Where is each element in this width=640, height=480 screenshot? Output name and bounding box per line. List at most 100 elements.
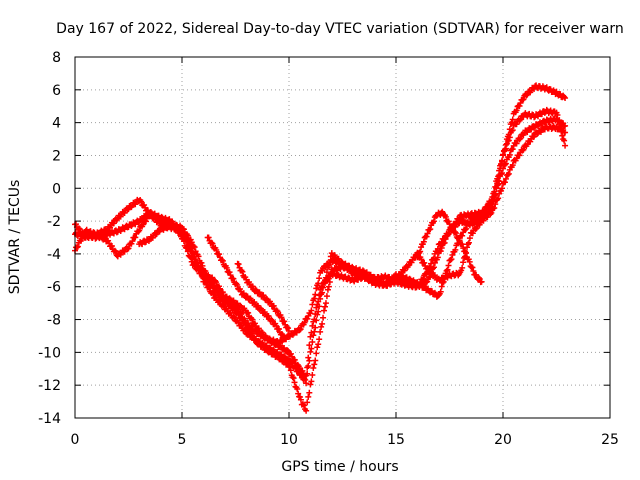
y-tick-label: -10 — [38, 345, 61, 361]
data-point — [219, 257, 226, 264]
y-tick-label: 6 — [52, 83, 61, 99]
data-point — [445, 230, 452, 237]
data-point — [465, 239, 472, 246]
x-tick-label: 10 — [280, 432, 298, 448]
data-point — [249, 316, 256, 323]
data-point — [437, 288, 444, 295]
data-point — [489, 193, 496, 200]
data-point — [289, 374, 296, 381]
data-point — [322, 300, 329, 307]
data-point — [516, 117, 523, 124]
data-point — [469, 264, 476, 271]
data-point — [288, 353, 295, 360]
data-point — [74, 243, 81, 250]
data-point — [303, 372, 310, 379]
data-point — [520, 96, 527, 103]
data-point — [406, 275, 413, 282]
data-point — [505, 131, 512, 138]
data-point — [111, 247, 118, 254]
data-point — [448, 256, 455, 263]
data-point — [314, 344, 321, 351]
data-point — [202, 274, 209, 281]
data-point — [110, 220, 117, 227]
data-point — [313, 285, 320, 292]
data-point — [516, 152, 523, 159]
data-point — [475, 274, 482, 281]
chart-title: Day 167 of 2022, Sidereal Day-to-day VTE… — [56, 21, 624, 37]
data-point — [508, 119, 515, 126]
data-point — [317, 328, 324, 335]
data-point — [321, 307, 328, 314]
data-point — [500, 151, 506, 158]
data-point — [466, 258, 473, 265]
data-point — [417, 248, 424, 255]
data-point — [308, 345, 315, 352]
x-tick-label: 20 — [494, 432, 512, 448]
data-point — [281, 318, 288, 325]
data-point — [274, 308, 281, 315]
data-point — [463, 225, 470, 232]
data-point — [216, 251, 223, 258]
data-point — [309, 372, 316, 379]
series-trace-7 — [414, 208, 485, 286]
data-point — [463, 249, 470, 256]
data-point — [226, 269, 233, 276]
data-point — [442, 213, 449, 220]
data-point — [462, 226, 469, 233]
data-point — [444, 231, 451, 238]
data-point — [300, 402, 307, 409]
data-point — [445, 218, 452, 225]
data-point — [308, 329, 315, 336]
data-point — [296, 327, 303, 334]
data-point — [509, 127, 516, 134]
axis-ticks — [74, 56, 611, 419]
data-point — [516, 136, 523, 143]
data-point — [313, 304, 320, 311]
data-point — [401, 267, 408, 274]
data-point — [444, 266, 451, 273]
data-point — [323, 293, 330, 300]
data-point — [309, 301, 316, 308]
data-point — [484, 204, 491, 211]
data-point — [452, 246, 459, 253]
data-point — [295, 390, 302, 397]
data-point — [459, 264, 466, 271]
data-point — [230, 313, 237, 320]
data-point — [319, 283, 326, 290]
data-point — [502, 175, 509, 182]
data-point — [72, 221, 79, 228]
data-point — [132, 234, 139, 241]
data-point — [108, 243, 115, 250]
data-point — [213, 279, 220, 286]
data-point — [308, 307, 315, 314]
data-point — [562, 95, 569, 102]
data-point — [438, 283, 445, 290]
data-point — [140, 221, 147, 228]
data-point — [198, 270, 205, 277]
data-point — [294, 385, 301, 392]
data-point — [501, 179, 508, 186]
data-point — [478, 278, 485, 285]
data-point — [452, 228, 459, 235]
data-point — [265, 313, 272, 320]
data-point — [439, 279, 446, 286]
data-point — [472, 226, 479, 233]
data-point — [419, 276, 426, 283]
data-point — [216, 289, 223, 296]
data-point — [427, 226, 434, 233]
y-tick-label: -8 — [47, 313, 61, 329]
data-point — [307, 348, 314, 355]
data-point — [251, 326, 258, 333]
data-marks — [72, 82, 569, 414]
data-point — [414, 254, 421, 261]
data-point — [297, 326, 304, 333]
data-point — [290, 375, 297, 382]
data-point — [322, 278, 329, 285]
data-point — [305, 393, 312, 400]
data-point — [449, 224, 456, 231]
data-point — [205, 234, 212, 241]
data-point — [287, 367, 294, 374]
data-point — [418, 256, 425, 263]
data-point — [506, 151, 513, 158]
